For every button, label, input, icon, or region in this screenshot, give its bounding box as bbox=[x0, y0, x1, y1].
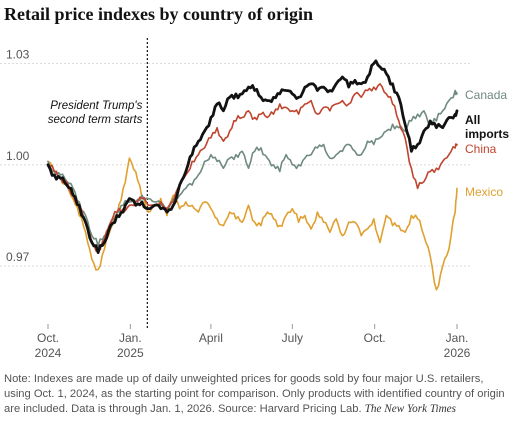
series-label-all-imports-line2: imports bbox=[465, 127, 509, 141]
x-tick-label-year: 2025 bbox=[117, 346, 144, 360]
x-tick-label-year: 2026 bbox=[444, 346, 471, 360]
note-text: Note: Indexes are made up of daily unwei… bbox=[4, 373, 505, 415]
y-tick-label: 1.00 bbox=[6, 149, 30, 163]
x-tick-label: July bbox=[282, 331, 303, 345]
series-label-canada: Canada bbox=[465, 88, 507, 102]
series-label-mexico: Mexico bbox=[465, 185, 503, 199]
chart-title: Retail price indexes by country of origi… bbox=[4, 4, 313, 24]
chart-note: Note: Indexes are made up of daily unwei… bbox=[4, 372, 508, 417]
x-tick-label: Jan. bbox=[446, 331, 469, 345]
x-tick-label-year: 2024 bbox=[35, 346, 62, 360]
series-label-china: China bbox=[465, 142, 497, 156]
y-tick-label: 1.03 bbox=[6, 48, 30, 62]
source-text: Source: Harvard Pricing Lab. bbox=[217, 403, 362, 415]
annotation-line-1: President Trump's bbox=[50, 100, 142, 112]
annotation-line-2: second term starts bbox=[48, 114, 143, 126]
x-tick-label: Jan. bbox=[119, 331, 142, 345]
x-tick-label: April bbox=[199, 331, 223, 345]
series-label-all-imports: All bbox=[465, 113, 480, 127]
series-line-china bbox=[47, 83, 458, 252]
x-tick-label: Oct. bbox=[37, 331, 59, 345]
publisher-credit: The New York Times bbox=[364, 403, 456, 415]
y-tick-label: 0.97 bbox=[6, 250, 30, 264]
series-line-all-imports bbox=[46, 59, 459, 255]
x-tick-label: Oct. bbox=[364, 331, 386, 345]
